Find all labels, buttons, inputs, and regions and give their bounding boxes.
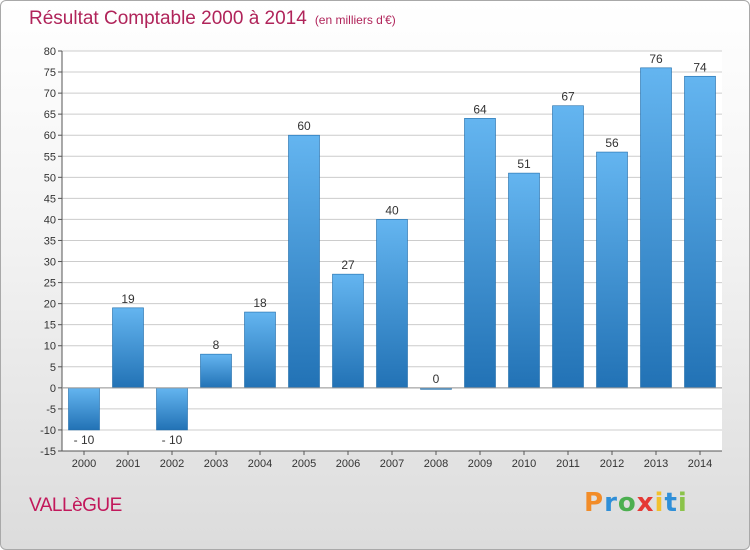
bar-2003: [200, 353, 232, 389]
y-tick-label: 30: [44, 257, 56, 269]
x-tick-label-2004: 2004: [248, 458, 272, 470]
value-label-2010: 51: [517, 157, 531, 171]
proxiti-logo: Proxiti: [584, 488, 688, 518]
y-tick-label: -10: [40, 425, 56, 437]
y-tick-label: 55: [44, 151, 56, 163]
value-label-2007: 40: [385, 203, 399, 217]
value-label-2005: 60: [297, 119, 311, 133]
x-tick-label-2013: 2013: [644, 458, 668, 470]
y-tick-label: 60: [44, 130, 56, 142]
chart-subtitle: (en milliers d'€): [314, 13, 396, 27]
y-tick-label: 0: [50, 383, 56, 395]
y-tick-label: 20: [44, 299, 56, 311]
bar-2010: [508, 172, 540, 389]
bar-2001: [112, 307, 144, 389]
value-label-2000: - 10: [74, 433, 95, 447]
y-tick-label: 10: [44, 341, 56, 353]
x-tick-label-2006: 2006: [336, 458, 360, 470]
value-label-2001: 19: [121, 292, 135, 306]
x-tick-label-2007: 2007: [380, 458, 404, 470]
y-tick-label: 75: [44, 67, 56, 79]
x-tick-label-2011: 2011: [556, 458, 580, 470]
bar-2005: [288, 134, 320, 389]
y-tick-label: 5: [50, 362, 56, 374]
value-label-2011: 67: [561, 90, 575, 104]
value-label-2003: 8: [213, 338, 220, 352]
value-label-2008: 0: [433, 372, 440, 386]
y-tick-label: 40: [44, 214, 56, 226]
value-label-2012: 56: [605, 136, 619, 150]
x-tick-label-2009: 2009: [468, 458, 492, 470]
bar-2000: [68, 387, 100, 431]
bar-2002: [156, 387, 188, 431]
chart-title-block: Résultat Comptable 2000 à 2014 (en millie…: [29, 8, 396, 30]
value-label-2006: 27: [341, 258, 355, 272]
commune-name: VALLèGUE: [29, 495, 122, 516]
value-label-2002: - 10: [162, 433, 183, 447]
y-tick-label: 70: [44, 88, 56, 100]
bar-2013: [640, 67, 672, 389]
y-tick-label: 80: [44, 46, 56, 58]
value-label-2013: 76: [649, 52, 663, 66]
bar-2011: [552, 105, 584, 389]
x-tick-label-2005: 2005: [292, 458, 316, 470]
bar-2006: [332, 273, 364, 389]
y-tick-label: 65: [44, 109, 56, 121]
y-tick-label: 45: [44, 193, 56, 205]
x-tick-label-2010: 2010: [512, 458, 536, 470]
chart-title: Résultat Comptable 2000 à 2014: [29, 8, 307, 29]
y-tick-label: -15: [40, 446, 56, 458]
x-tick-label-2003: 2003: [204, 458, 228, 470]
x-tick-label-2000: 2000: [72, 458, 96, 470]
value-label-2004: 18: [253, 296, 267, 310]
value-label-2009: 64: [473, 102, 487, 116]
y-tick-label: 35: [44, 235, 56, 247]
x-tick-label-2001: 2001: [116, 458, 140, 470]
x-tick-label-2014: 2014: [688, 458, 712, 470]
y-tick-label: 25: [44, 278, 56, 290]
bar-2012: [596, 151, 628, 389]
bar-2007: [376, 219, 408, 389]
y-tick-label: -5: [46, 404, 56, 416]
y-tick-label: 15: [44, 320, 56, 332]
y-tick-label: 50: [44, 172, 56, 184]
value-label-2014: 74: [693, 60, 707, 74]
bar-2004: [244, 311, 276, 389]
x-tick-label-2002: 2002: [160, 458, 184, 470]
bar-2009: [464, 118, 496, 389]
x-tick-label-2008: 2008: [424, 458, 448, 470]
bar-2014: [684, 75, 716, 389]
x-tick-label-2012: 2012: [600, 458, 624, 470]
